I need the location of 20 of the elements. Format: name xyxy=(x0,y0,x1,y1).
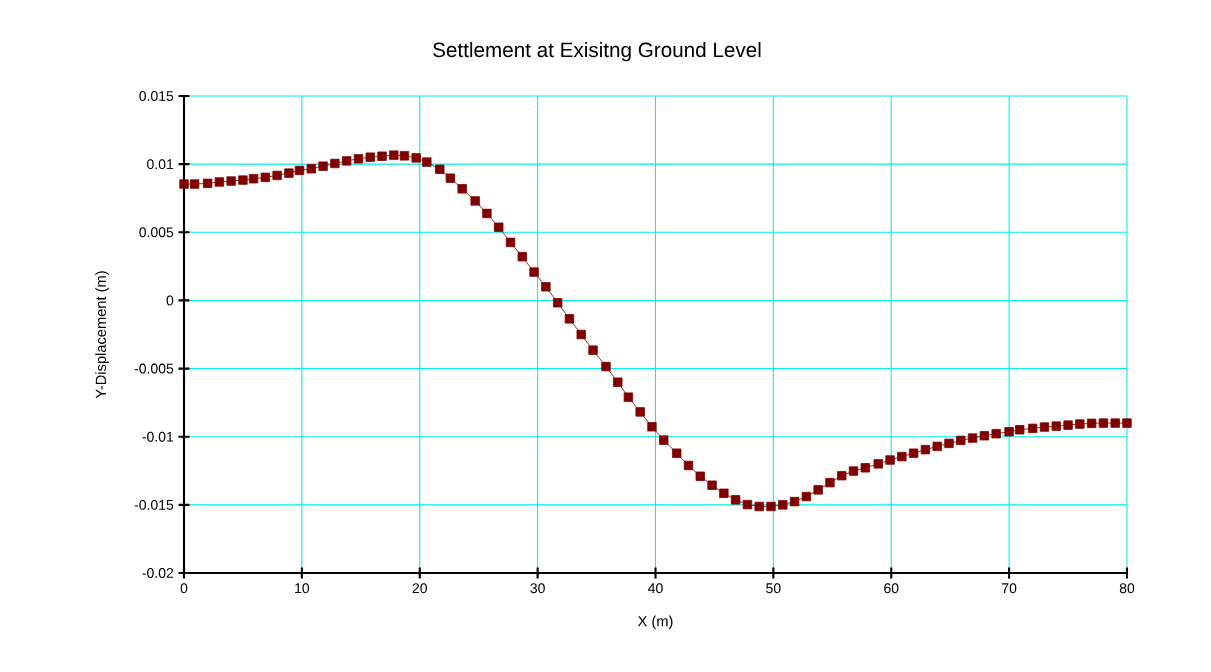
x-tick-label: 10 xyxy=(295,583,310,594)
y-tick-label: -0.015 xyxy=(134,499,174,510)
y-tick-label: 0.005 xyxy=(139,227,174,238)
x-tick-label: 0 xyxy=(180,583,188,594)
x-tick-label: 40 xyxy=(648,583,663,594)
y-tick-label: 0 xyxy=(166,295,174,306)
x-tick-label: 20 xyxy=(412,583,427,594)
y-axis-title: Y-Displacement (m) xyxy=(95,271,109,399)
y-tick-label: 0.01 xyxy=(147,159,174,170)
x-tick-label: 60 xyxy=(884,583,899,594)
x-tick-label: 80 xyxy=(1119,583,1135,594)
x-tick-label: 50 xyxy=(766,583,781,594)
x-tick-label: 30 xyxy=(530,583,545,594)
y-tick-label: -0.005 xyxy=(134,363,174,374)
x-tick-label: 70 xyxy=(1002,583,1017,594)
x-axis-title: X (m) xyxy=(637,615,673,630)
chart-title: Settlement at Exisitng Ground Level xyxy=(433,42,761,62)
y-tick-label: -0.02 xyxy=(142,568,174,578)
y-tick-label: -0.01 xyxy=(142,431,174,442)
y-tick-label: 0.015 xyxy=(139,91,174,101)
